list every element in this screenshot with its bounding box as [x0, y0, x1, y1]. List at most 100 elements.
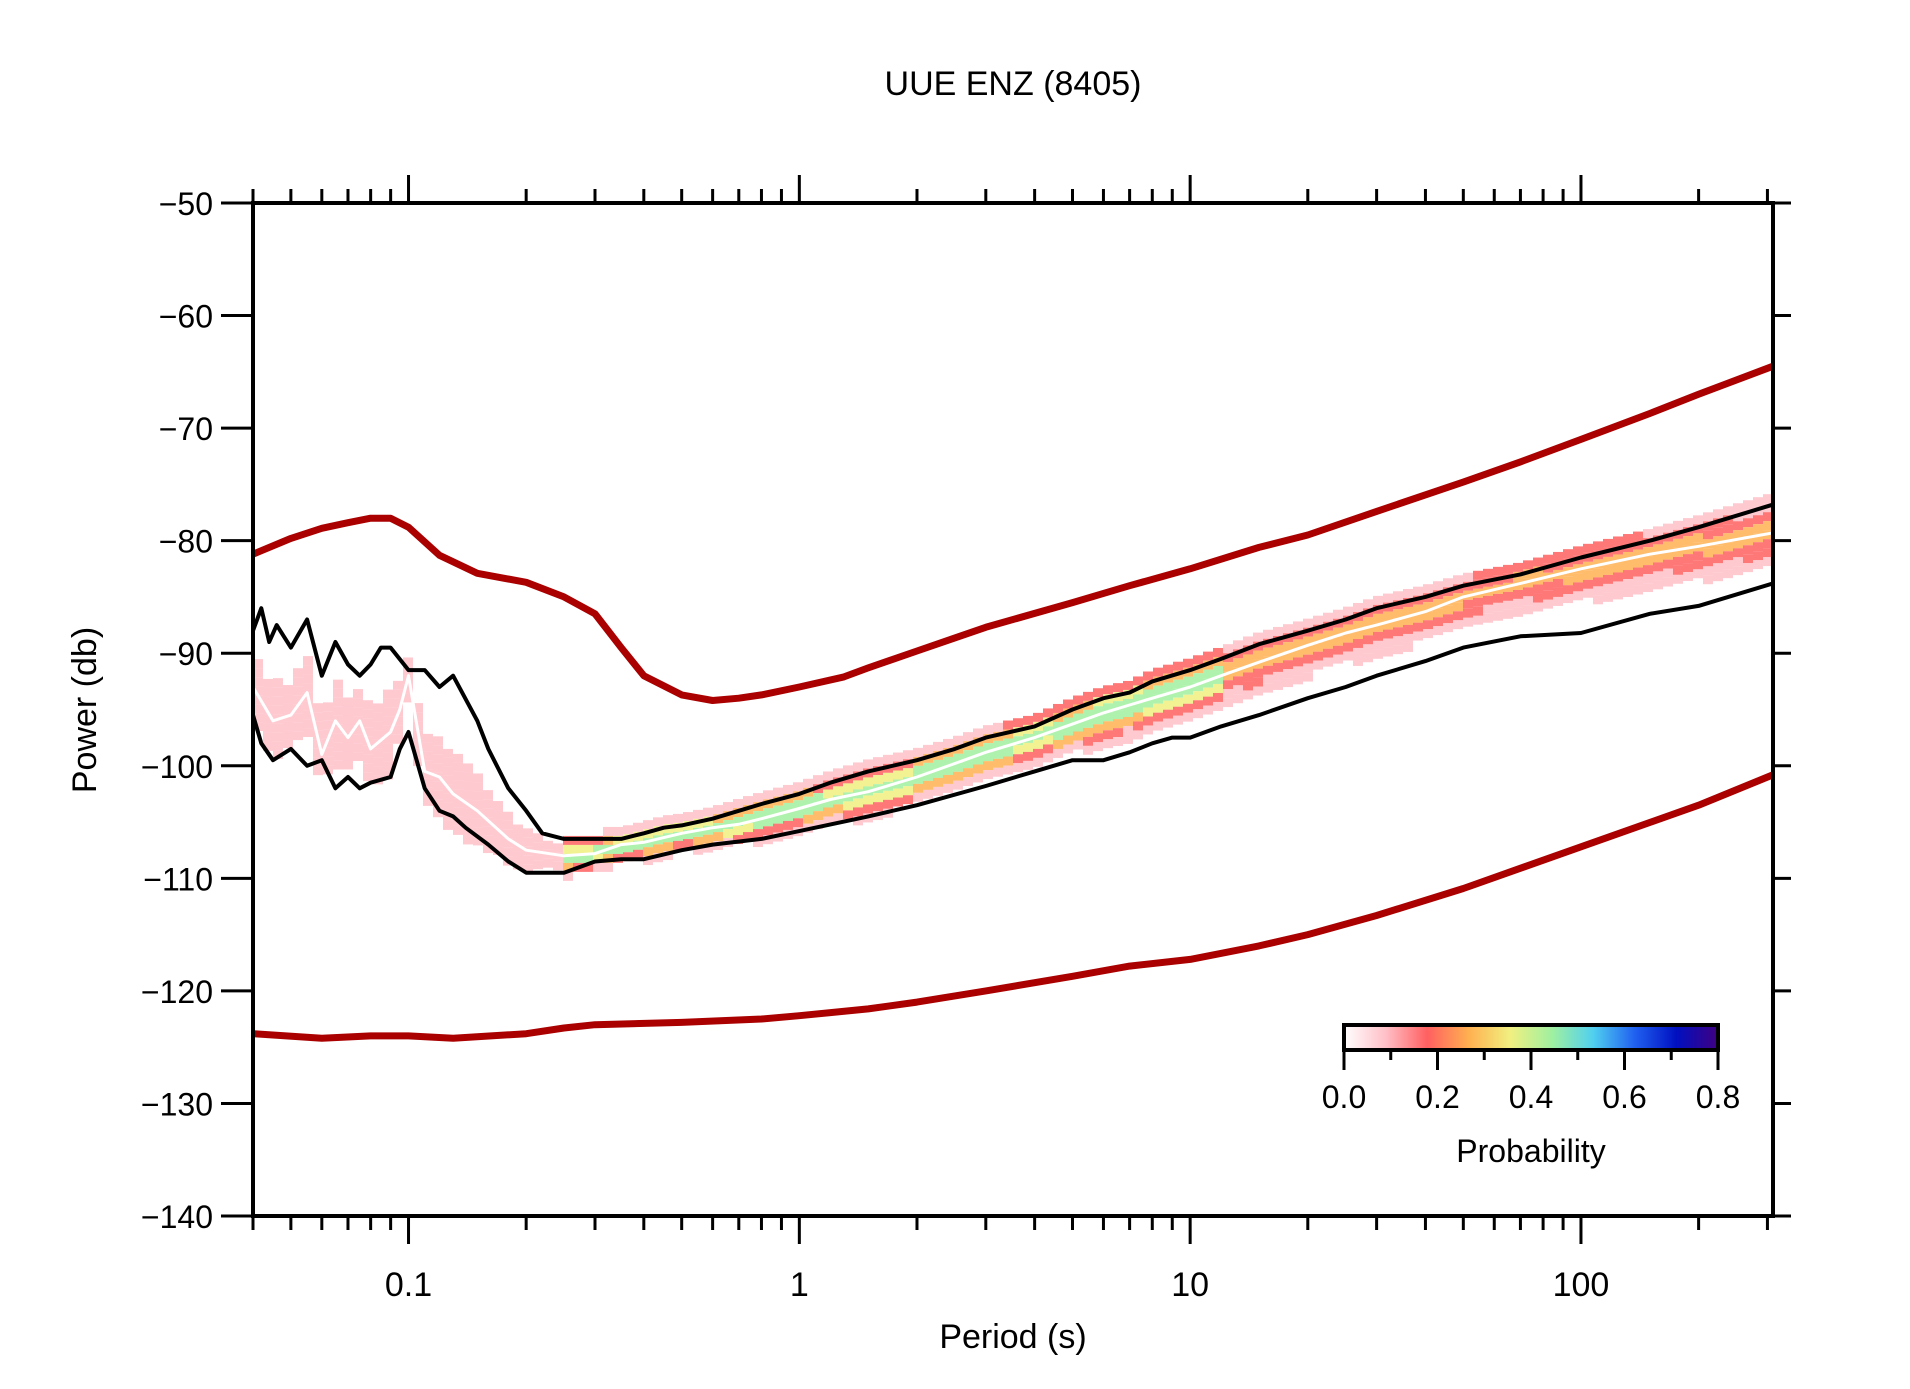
density-cell [633, 867, 643, 877]
density-cell [473, 791, 483, 801]
density-cell [513, 851, 523, 861]
density-cell [1673, 619, 1683, 629]
density-cell [603, 826, 613, 836]
density-cell [313, 694, 323, 704]
density-cell [553, 861, 563, 871]
density-cell [1463, 617, 1473, 627]
density-cell [1043, 708, 1053, 718]
density-cell [283, 658, 293, 668]
y-axis: −50 −60 −70 −80 −90 −100 −110 −120 −130 −140 [141, 186, 1791, 1235]
density-cell [1003, 783, 1013, 793]
density-cell [533, 842, 543, 852]
density-cell [853, 807, 863, 817]
density-cell [1543, 554, 1553, 564]
density-cell [483, 844, 493, 854]
density-cell [293, 767, 303, 777]
density-cell [923, 771, 933, 781]
density-cell [1303, 645, 1313, 655]
density-cell [1663, 586, 1673, 596]
density-cell [1093, 742, 1103, 752]
density-cell [1323, 630, 1333, 640]
density-cell [733, 835, 743, 845]
density-cell [433, 727, 443, 737]
density-cell [1533, 620, 1543, 630]
density-cell [1493, 593, 1503, 603]
density-cell [313, 766, 323, 776]
density-cell [1353, 692, 1363, 702]
density-cell [1423, 602, 1433, 612]
density-cell [1233, 640, 1243, 650]
density-cell [273, 678, 283, 688]
density-cell [943, 783, 953, 793]
density-cell [1543, 581, 1553, 591]
density-cell [1323, 702, 1333, 712]
y-tick-label: −80 [159, 524, 213, 560]
density-cell [1113, 764, 1123, 774]
density-cell [1273, 716, 1283, 726]
density-cell [293, 713, 303, 723]
density-cell [363, 745, 373, 755]
density-cell [273, 759, 283, 769]
density-cell [1153, 748, 1163, 758]
density-cell [1303, 708, 1313, 718]
density-cell [343, 670, 353, 680]
density-cell [383, 680, 393, 690]
density-cell [1243, 690, 1253, 700]
density-cell [1213, 665, 1223, 675]
density-cell [273, 660, 283, 670]
density-cell [323, 756, 333, 766]
density-cell [1673, 601, 1683, 611]
density-cell [803, 814, 813, 824]
density-cell [823, 825, 833, 835]
density-cell [973, 764, 983, 774]
density-cell [1673, 547, 1683, 557]
density-cell [1073, 695, 1083, 705]
density-cell [893, 815, 903, 825]
density-cell [1133, 721, 1143, 731]
density-cell [453, 780, 463, 790]
density-cell [1733, 530, 1743, 540]
density-cell [283, 631, 293, 641]
density-cell [633, 840, 643, 850]
density-cell [1543, 590, 1553, 600]
density-cell [293, 704, 303, 714]
density-cell [1363, 662, 1373, 672]
density-cell [1123, 698, 1133, 708]
series-line-new-high-noise-model [253, 362, 1773, 704]
density-cell [293, 686, 303, 696]
density-cell [633, 849, 643, 859]
density-cell [1263, 647, 1273, 657]
density-cell [563, 871, 573, 881]
density-cell [1293, 693, 1303, 703]
density-cell [493, 828, 503, 838]
density-cell [1653, 589, 1663, 599]
density-cell [1653, 580, 1663, 590]
density-cell [393, 716, 403, 726]
density-cell [413, 739, 423, 749]
density-cell [443, 739, 453, 749]
density-cell [1353, 674, 1363, 684]
density-cell [1663, 568, 1673, 578]
density-cell [1323, 693, 1333, 703]
density-cell [1443, 614, 1453, 624]
density-cell [663, 851, 673, 861]
density-cell [1273, 662, 1283, 672]
density-cell [1123, 725, 1133, 735]
density-cell [723, 802, 733, 812]
density-cell [433, 673, 443, 683]
density-cell [1423, 638, 1433, 648]
density-cell [573, 844, 583, 854]
density-cell [983, 743, 993, 753]
density-cell [1463, 572, 1473, 582]
density-cell [1653, 526, 1663, 536]
density-cell [1393, 672, 1403, 682]
density-cell [1193, 727, 1203, 737]
density-cell [453, 744, 463, 754]
density-cell [1213, 674, 1223, 684]
probability-density-layer [253, 494, 1773, 892]
density-cell [303, 701, 313, 711]
density-cell [443, 667, 453, 677]
density-cell [1353, 647, 1363, 657]
density-cell [1163, 745, 1173, 755]
density-cell [1353, 656, 1363, 666]
